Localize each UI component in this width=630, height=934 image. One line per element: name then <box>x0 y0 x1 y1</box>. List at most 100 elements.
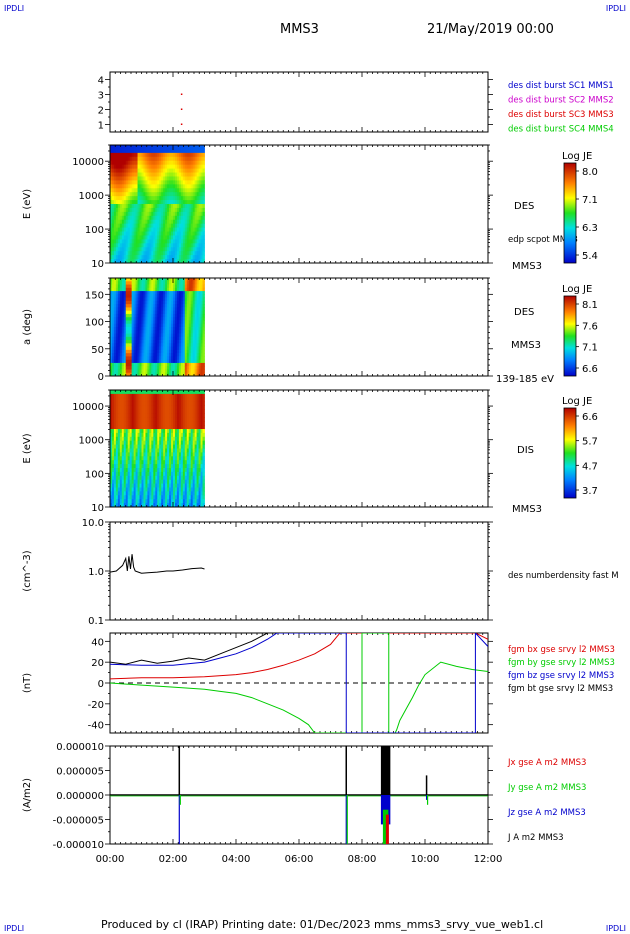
dis-energy-heatmap-cell <box>141 405 144 410</box>
dis-energy-heatmap-cell <box>131 468 135 473</box>
des-energy-heatmap-cell <box>173 164 176 169</box>
des-energy-heatmap-cell <box>127 239 131 244</box>
des-pitch-heatmap-cell <box>133 297 136 302</box>
des-pitch-heatmap-cell <box>157 356 160 361</box>
dis-energy-heatmap-cell <box>167 479 170 484</box>
dis-energy-heatmap-cell <box>196 390 199 395</box>
dis-energy-heatmap-cell <box>131 452 135 457</box>
des-energy-heatmap-cell <box>196 152 199 158</box>
des-energy-heatmap-cell <box>173 243 176 248</box>
dis-energy-heatmap-cell <box>119 456 123 461</box>
dis-energy-heatmap-cell <box>198 429 201 434</box>
des-energy-heatmap-cell <box>119 176 123 181</box>
dis-energy-heatmap-cell <box>143 390 146 395</box>
des-energy-heatmap-cell <box>113 255 117 260</box>
des-energy-heatmap-cell <box>115 164 119 169</box>
dis-energy-heatmap-cell <box>163 393 166 399</box>
des-pitch-heatmap-cell <box>127 359 131 364</box>
dis-energy-heatmap-cell <box>167 417 170 422</box>
des-energy-heatmap-cell <box>171 247 174 252</box>
des-pitch-heatmap-cell <box>143 356 146 361</box>
dis-energy-heatmap-cell <box>174 471 178 477</box>
des-energy-heatmap-cell <box>141 156 144 162</box>
des-pitch-heatmap-cell <box>141 323 144 328</box>
des-pitch-heatmap-cell <box>145 346 148 351</box>
des-energy-heatmap-cell <box>135 223 138 228</box>
date-title: 21/May/2019 00:00 <box>427 22 554 37</box>
des-energy-heatmap-cell <box>145 152 148 158</box>
des-energy-heatmap-cell <box>133 188 136 193</box>
dis-energy-heatmap-cell <box>149 503 152 508</box>
des-energy-heatmap-cell <box>194 243 198 248</box>
des-pitch-heatmap-cell <box>169 313 172 318</box>
des-energy-heatmap-cell <box>119 200 123 205</box>
des-energy-heatmap-cell <box>178 204 182 209</box>
des-energy-heatmap-cell <box>151 255 154 260</box>
des-energy-heatmap-cell <box>149 172 152 177</box>
des-energy-heatmap-cell <box>155 168 158 173</box>
dis-energy-heatmap-cell <box>171 475 174 481</box>
des-pitch-heatmap-cell <box>165 313 168 318</box>
dis-energy-heatmap-cell <box>155 432 158 438</box>
dis-energy-heatmap-cell <box>202 390 205 395</box>
dis-energy-heatmap-cell <box>145 483 148 488</box>
des-pitch-heatmap-cell <box>131 291 135 295</box>
des-pitch-heatmap-cell <box>165 359 168 364</box>
des-pitch-heatmap-cell <box>184 300 188 305</box>
des-energy-heatmap-cell <box>149 176 152 181</box>
des-pitch-heatmap-cell <box>159 327 162 331</box>
dis-energy-heatmap-cell <box>145 429 148 434</box>
des-pitch-heatmap-cell <box>192 333 196 338</box>
des-energy-heatmap-cell <box>163 192 166 197</box>
des-energy-heatmap-cell <box>196 231 199 236</box>
des-energy-heatmap-cell <box>113 219 117 225</box>
des-pitch-heatmap-cell <box>178 281 182 285</box>
dis-energy-heatmap-cell <box>194 468 198 473</box>
des-energy-heatmap-cell <box>174 211 178 217</box>
des-energy-heatmap-cell <box>139 184 142 189</box>
dis-energy-heatmap-cell <box>192 491 196 496</box>
dis-energy-heatmap-cell <box>125 390 129 395</box>
dis-energy-heatmap-cell <box>141 440 144 445</box>
des-energy-heatmap-cell <box>173 207 176 213</box>
des-pitch-heatmap-cell <box>117 300 121 305</box>
des-pitch-heatmap-cell <box>167 330 170 334</box>
des-pitch-heatmap-cell <box>190 372 194 377</box>
des-pitch-heatmap-cell <box>167 307 170 312</box>
dis-energy-heatmap-cell <box>117 471 121 477</box>
des-pitch-heatmap-cell <box>176 281 180 285</box>
des-energy-heatmap-cell <box>113 152 117 158</box>
dis-energy-heatmap-cell <box>155 499 158 504</box>
des-energy-heatmap-cell <box>110 219 113 225</box>
des-energy-heatmap-cell <box>125 196 129 201</box>
des-pitch-heatmap-cell <box>125 304 129 308</box>
dis-energy-heatmap-cell <box>123 456 127 461</box>
des-energy-heatmap-cell <box>184 219 188 225</box>
dis-energy-heatmap-cell <box>196 456 199 461</box>
des-pitch-heatmap-cell <box>169 330 172 334</box>
des-pitch-heatmap-cell <box>180 369 184 374</box>
dis-energy-heatmap-cell <box>184 475 188 481</box>
des-pitch-heatmap-cell <box>190 287 194 292</box>
des-pitch-heatmap-cell <box>169 346 172 351</box>
des-pitch-heatmap-cell <box>202 362 205 367</box>
dis-energy-heatmap-cell <box>129 452 133 457</box>
des-pitch-heatmap-cell <box>173 307 176 312</box>
des-energy-heatmap-cell <box>198 164 201 169</box>
des-energy-heatmap-cell <box>169 219 172 225</box>
des-pitch-heatmap-cell <box>163 320 166 325</box>
dis-energy-heatmap-cell <box>153 393 156 399</box>
des-pitch-heatmap-cell <box>157 327 160 331</box>
des-pitch-heatmap-cell <box>167 310 170 315</box>
des-energy-heatmap-cell <box>131 227 135 232</box>
des-pitch-heatmap-cell <box>127 362 131 367</box>
des-pitch-heatmap-cell <box>125 307 129 312</box>
des-energy-heatmap-cell <box>176 255 180 260</box>
des-pitch-heatmap-cell <box>141 327 144 331</box>
des-pitch-heatmap-cell <box>171 278 174 282</box>
des-energy-heatmap-cell <box>121 164 125 169</box>
dis-energy-heatmap-cell <box>165 483 168 488</box>
des-pitch-heatmap-cell <box>137 356 140 361</box>
des-energy-heatmap-cell <box>143 207 146 213</box>
des-pitch-heatmap-cell <box>182 313 186 318</box>
